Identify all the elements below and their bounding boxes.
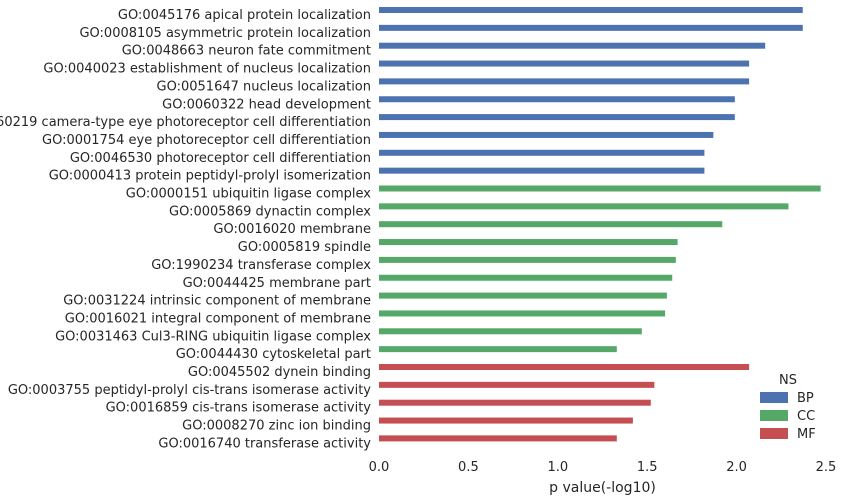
bar-cc [379,328,642,335]
category-label: GO:0016859 cis-trans isomerase activity [106,401,372,416]
category-label: GO:0005819 spindle [238,240,371,255]
category-label: GO:1990234 transferase complex [151,258,371,273]
category-label: GO:0044430 cytoskeletal part [176,347,371,362]
x-tick-labels-group: 0.0 0.5 1.0 1.5 2.0 2.5 [369,460,837,475]
bar-cc [379,239,678,246]
category-label: GO:0045502 dynein binding [188,365,371,380]
legend-swatch-mf [760,428,788,439]
category-label: GO:0051647 nucleus localization [157,79,371,94]
bar-bp [379,149,705,156]
bar-bp [379,96,735,103]
category-label: GO:0045176 apical protein localization [118,8,371,23]
bar-bp [379,114,735,121]
category-label: GO:0005869 dynactin complex [169,204,371,219]
x-tick-label: 1.5 [637,460,658,475]
category-label: GO:0060322 head development [162,97,371,112]
category-label: GO:0031224 intrinsic component of membra… [63,294,371,309]
category-label: GO:0000151 ubiquitin ligase complex [126,187,372,202]
bar-cc [379,185,821,192]
category-label: GO:0016020 membrane [213,222,371,237]
category-labels-group: GO:0045176 apical protein localization GO… [0,8,371,451]
bar-cc [379,256,676,263]
legend-label-cc: CC [797,409,815,424]
bar-cc [379,310,666,317]
category-label: GO:0016021 integral component of membran… [65,311,371,326]
category-label: GO:0008270 zinc ion binding [182,419,371,434]
category-label: GO:0016740 transferase activity [158,436,371,451]
category-label: GO:0003755 peptidyl-prolyl cis-trans iso… [8,383,371,398]
legend-label-mf: MF [797,427,816,442]
bar-bp [379,42,766,49]
category-label: GO:0008105 asymmetric protein localizati… [79,26,371,41]
bar-bp [379,24,803,31]
x-tick-label: 0.5 [458,460,479,475]
x-tick-label: 0.0 [369,460,390,475]
x-axis-title: p value(-log10) [549,480,656,496]
bar-bp [379,131,714,138]
category-label: GO:0001754 eye photoreceptor cell differ… [42,133,371,148]
category-label: GO:0060219 camera-type eye photoreceptor… [0,115,371,130]
bar-cc [379,346,617,353]
category-label: GO:0048663 neuron fate commitment [122,44,371,59]
bar-cc [379,274,673,281]
bar-cc [379,221,723,228]
bar-cc [379,203,789,210]
bar-bp [379,7,803,13]
bar-mf [379,399,651,406]
legend: NS BP CC MF [760,373,816,442]
category-label: GO:0000413 protein peptidyl-prolyl isome… [49,169,371,184]
legend-swatch-bp [760,392,788,403]
bar-cc [379,292,667,299]
legend-label-bp: BP [797,391,814,406]
bar-mf [379,364,750,370]
bars-group [379,7,821,442]
category-label: GO:0046530 photoreceptor cell differenti… [70,151,371,166]
x-tick-label: 1.0 [547,460,568,475]
category-label: GO:0031463 Cul3-RING ubiquitin ligase co… [55,329,371,344]
x-tick-label: 2.5 [816,460,837,475]
bar-bp [379,78,750,85]
bar-bp [379,167,705,174]
bar-mf [379,381,655,388]
bar-mf [379,417,633,424]
x-tick-label: 2.0 [726,460,747,475]
bar-bp [379,60,750,67]
category-label: GO:0040023 establishment of nucleus loca… [43,62,371,77]
bar-mf [379,435,617,442]
legend-swatch-cc [760,410,788,421]
legend-title: NS [779,373,797,388]
category-label: GO:0044425 membrane part [183,276,371,291]
